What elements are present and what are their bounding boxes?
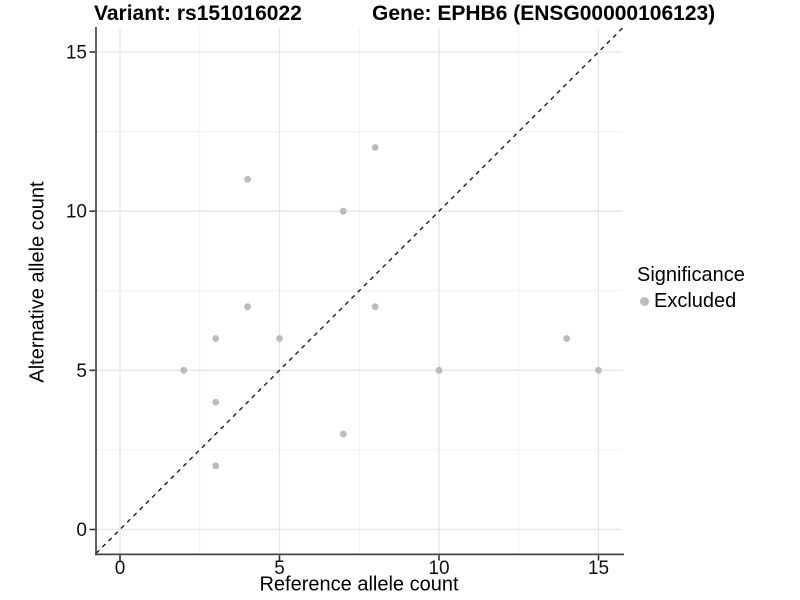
y-tick-label: 5 <box>76 361 87 382</box>
data-point <box>339 430 347 438</box>
x-tick-label: 15 <box>588 558 609 579</box>
data-point <box>212 398 220 406</box>
x-tick-label: 5 <box>274 558 285 579</box>
legend-item-label: Excluded <box>654 290 737 312</box>
identity-dashed-line <box>95 27 623 554</box>
data-point <box>435 366 443 374</box>
data-point <box>371 144 379 151</box>
data-point <box>563 335 570 342</box>
legend-title: Significance <box>637 264 745 286</box>
y-axis-title: Alternative allele count <box>26 181 49 383</box>
legend-point-icon <box>640 297 649 306</box>
x-axis-title: Reference allele count <box>259 573 459 596</box>
x-tick-label: 0 <box>115 558 126 579</box>
x-tick-label: 10 <box>428 558 449 579</box>
data-point <box>212 335 220 342</box>
y-tick-label: 10 <box>66 202 87 223</box>
data-point <box>244 303 252 311</box>
data-point <box>212 462 220 470</box>
data-point <box>371 303 379 311</box>
data-point <box>595 366 602 374</box>
y-tick-label: 0 <box>76 520 87 541</box>
data-point <box>244 175 252 183</box>
plot-title-variant: Variant: rs151016022 <box>94 2 302 25</box>
data-point <box>180 366 188 374</box>
data-point <box>276 335 283 342</box>
plot-title-gene: Gene: EPHB6 (ENSG00000106123) <box>372 2 716 25</box>
data-point <box>339 207 347 215</box>
legend-item-excluded: Excluded <box>637 290 745 313</box>
y-tick-label: 15 <box>66 43 87 64</box>
legend: Significance Excluded <box>637 264 745 313</box>
